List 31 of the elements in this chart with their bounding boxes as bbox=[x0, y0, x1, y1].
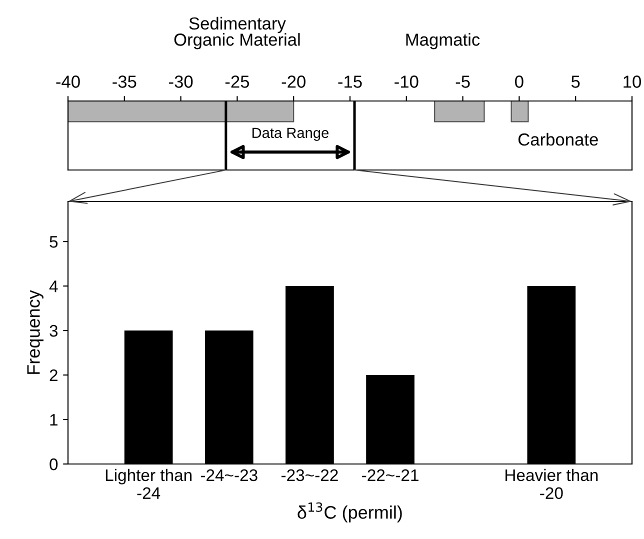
x-tick-label: -24~-23 bbox=[200, 469, 258, 482]
x-tick-label: -23~-22 bbox=[282, 469, 338, 482]
y-tick-label: 0 bbox=[50, 458, 58, 470]
x-tick-label: 0 bbox=[515, 76, 524, 88]
text: Sedimentary Organic Material bbox=[174, 16, 300, 50]
text: Magmatic bbox=[406, 33, 480, 50]
x-tick-label: -25 bbox=[225, 76, 250, 88]
x-tick-label: -20 bbox=[282, 76, 306, 88]
x-tick-label: -15 bbox=[338, 76, 362, 88]
x-tick-label: 10 bbox=[624, 76, 641, 88]
y-tick-label: 1 bbox=[50, 414, 58, 426]
x-axis-title: δ$^{13}$C (permil) bbox=[298, 502, 402, 522]
bar bbox=[510, 101, 529, 122]
y-tick-label: 4 bbox=[49, 280, 58, 292]
series-label: Carbonate bbox=[518, 132, 598, 146]
y-tick-label: 5 bbox=[50, 236, 58, 248]
x-tick-label: -40 bbox=[56, 76, 80, 88]
x-tick-label: Heavier than -20 bbox=[506, 468, 598, 500]
annotation: Data Range bbox=[252, 128, 328, 141]
x-tick-label: -35 bbox=[112, 76, 136, 88]
y-tick-label: 2 bbox=[50, 369, 58, 382]
x-tick-label: -5 bbox=[456, 76, 470, 88]
bar bbox=[68, 101, 294, 122]
x-tick-label: Lighter than -24 bbox=[106, 468, 192, 499]
y-axis-title: Frequency bbox=[27, 290, 44, 374]
x-tick-label: -10 bbox=[394, 76, 418, 88]
y-tick-label: 3 bbox=[50, 324, 58, 337]
x-tick-label: -22~-21 bbox=[362, 469, 418, 481]
x-tick-label: 5 bbox=[571, 76, 580, 88]
bar bbox=[434, 101, 485, 122]
x-tick-label: -30 bbox=[169, 76, 193, 88]
